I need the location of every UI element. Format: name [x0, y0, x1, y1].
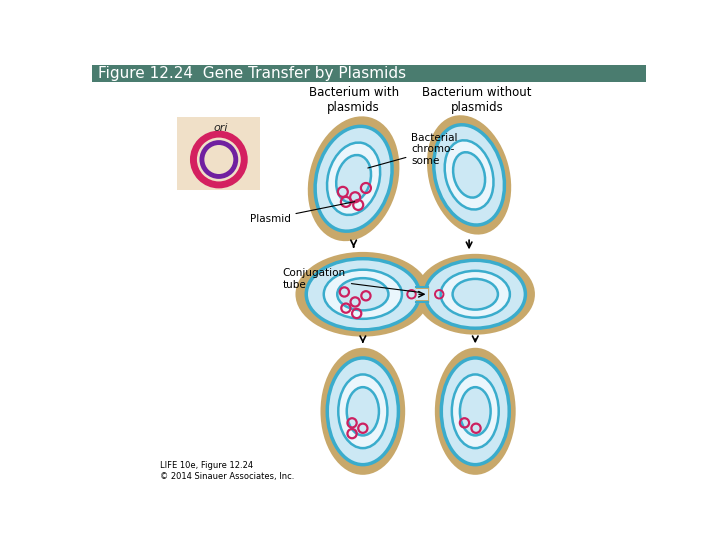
Text: Bacterial
chromo-
some: Bacterial chromo- some — [368, 133, 458, 168]
Ellipse shape — [453, 279, 498, 309]
Ellipse shape — [320, 348, 405, 475]
Text: ori: ori — [213, 123, 228, 133]
FancyBboxPatch shape — [416, 289, 428, 300]
Text: LIFE 10e, Figure 12.24
© 2014 Sinauer Associates, Inc.: LIFE 10e, Figure 12.24 © 2014 Sinauer As… — [160, 461, 294, 481]
Ellipse shape — [445, 140, 493, 210]
Ellipse shape — [338, 374, 387, 448]
Ellipse shape — [315, 126, 392, 231]
FancyBboxPatch shape — [92, 65, 647, 82]
Text: Figure 12.24  Gene Transfer by Plasmids: Figure 12.24 Gene Transfer by Plasmids — [98, 66, 406, 81]
Ellipse shape — [337, 278, 389, 310]
Ellipse shape — [324, 269, 402, 319]
Ellipse shape — [435, 348, 516, 475]
Ellipse shape — [347, 387, 379, 435]
Ellipse shape — [295, 252, 431, 336]
Ellipse shape — [427, 115, 511, 234]
Ellipse shape — [327, 143, 380, 215]
Text: Conjugation
tube: Conjugation tube — [283, 268, 420, 292]
Ellipse shape — [433, 125, 505, 225]
Ellipse shape — [415, 254, 535, 335]
Ellipse shape — [453, 152, 485, 198]
Ellipse shape — [452, 374, 499, 448]
FancyBboxPatch shape — [416, 287, 428, 302]
Text: Bacterium with
plasmids: Bacterium with plasmids — [309, 86, 399, 114]
FancyBboxPatch shape — [177, 117, 261, 190]
Ellipse shape — [425, 260, 526, 328]
Ellipse shape — [441, 358, 509, 464]
Ellipse shape — [328, 358, 398, 464]
Ellipse shape — [336, 155, 371, 202]
Text: Bacterium without
plasmids: Bacterium without plasmids — [422, 86, 531, 114]
Ellipse shape — [307, 116, 400, 241]
Ellipse shape — [306, 259, 420, 330]
Text: Plasmid: Plasmid — [250, 201, 355, 224]
Ellipse shape — [441, 271, 510, 318]
Ellipse shape — [460, 387, 490, 435]
